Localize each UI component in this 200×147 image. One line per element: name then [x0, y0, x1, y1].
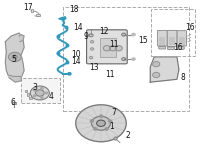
- FancyBboxPatch shape: [159, 46, 165, 49]
- Polygon shape: [19, 35, 24, 42]
- Text: 6: 6: [11, 98, 16, 107]
- Text: 11: 11: [105, 70, 115, 79]
- Polygon shape: [59, 17, 66, 20]
- Text: 3: 3: [32, 83, 37, 92]
- Circle shape: [41, 97, 43, 98]
- FancyBboxPatch shape: [178, 47, 184, 49]
- Text: 16: 16: [173, 43, 183, 52]
- Bar: [21, 78, 60, 103]
- Bar: [151, 9, 195, 56]
- Circle shape: [33, 95, 36, 97]
- Bar: [179, 37, 185, 45]
- Text: 17: 17: [23, 3, 33, 12]
- Circle shape: [30, 86, 49, 100]
- Text: 10: 10: [72, 50, 81, 59]
- FancyBboxPatch shape: [168, 47, 174, 50]
- Bar: [25, 90, 27, 92]
- Circle shape: [12, 55, 17, 59]
- Circle shape: [115, 46, 122, 51]
- Circle shape: [105, 128, 108, 130]
- Polygon shape: [150, 57, 179, 82]
- Circle shape: [153, 62, 160, 67]
- Circle shape: [100, 115, 103, 117]
- Text: 4: 4: [48, 92, 53, 101]
- Text: 16: 16: [185, 23, 195, 32]
- Text: 13: 13: [89, 63, 99, 72]
- Text: 2: 2: [125, 131, 130, 140]
- Circle shape: [41, 88, 43, 89]
- Circle shape: [76, 105, 126, 142]
- Circle shape: [94, 128, 97, 130]
- Circle shape: [91, 41, 94, 43]
- Text: 18: 18: [70, 5, 79, 14]
- Circle shape: [153, 72, 160, 77]
- Text: 8: 8: [180, 73, 185, 82]
- Polygon shape: [8, 75, 21, 82]
- Bar: [22, 78, 59, 102]
- Bar: [12, 102, 16, 104]
- Circle shape: [33, 89, 36, 91]
- Circle shape: [90, 120, 93, 122]
- Circle shape: [103, 46, 110, 51]
- Bar: [36, 14, 40, 16]
- Circle shape: [92, 116, 110, 130]
- Bar: [31, 9, 33, 12]
- Text: 5: 5: [12, 55, 17, 64]
- Circle shape: [109, 120, 112, 122]
- Bar: [100, 38, 116, 57]
- Text: 9: 9: [84, 31, 89, 41]
- Circle shape: [97, 120, 105, 126]
- Text: 12: 12: [99, 27, 109, 36]
- Circle shape: [68, 73, 71, 75]
- Text: 14: 14: [72, 57, 81, 66]
- Circle shape: [122, 58, 126, 61]
- Bar: [27, 93, 29, 96]
- Text: 1: 1: [109, 122, 114, 131]
- Bar: [169, 37, 175, 45]
- Circle shape: [36, 90, 44, 96]
- Bar: [63, 7, 189, 111]
- Circle shape: [45, 92, 48, 94]
- Circle shape: [122, 33, 126, 36]
- Circle shape: [8, 52, 21, 62]
- FancyBboxPatch shape: [177, 31, 187, 46]
- FancyBboxPatch shape: [157, 30, 167, 46]
- FancyBboxPatch shape: [87, 30, 127, 64]
- Text: 7: 7: [111, 108, 116, 117]
- Circle shape: [132, 58, 135, 60]
- Text: 14: 14: [73, 23, 83, 32]
- FancyBboxPatch shape: [167, 30, 177, 47]
- Circle shape: [109, 46, 116, 51]
- Text: 11: 11: [109, 40, 119, 49]
- Text: 15: 15: [139, 36, 148, 45]
- Circle shape: [91, 48, 94, 50]
- Polygon shape: [5, 33, 24, 81]
- Circle shape: [90, 56, 93, 59]
- Bar: [159, 37, 165, 45]
- Circle shape: [89, 34, 93, 37]
- Circle shape: [132, 33, 135, 36]
- Bar: [29, 97, 32, 99]
